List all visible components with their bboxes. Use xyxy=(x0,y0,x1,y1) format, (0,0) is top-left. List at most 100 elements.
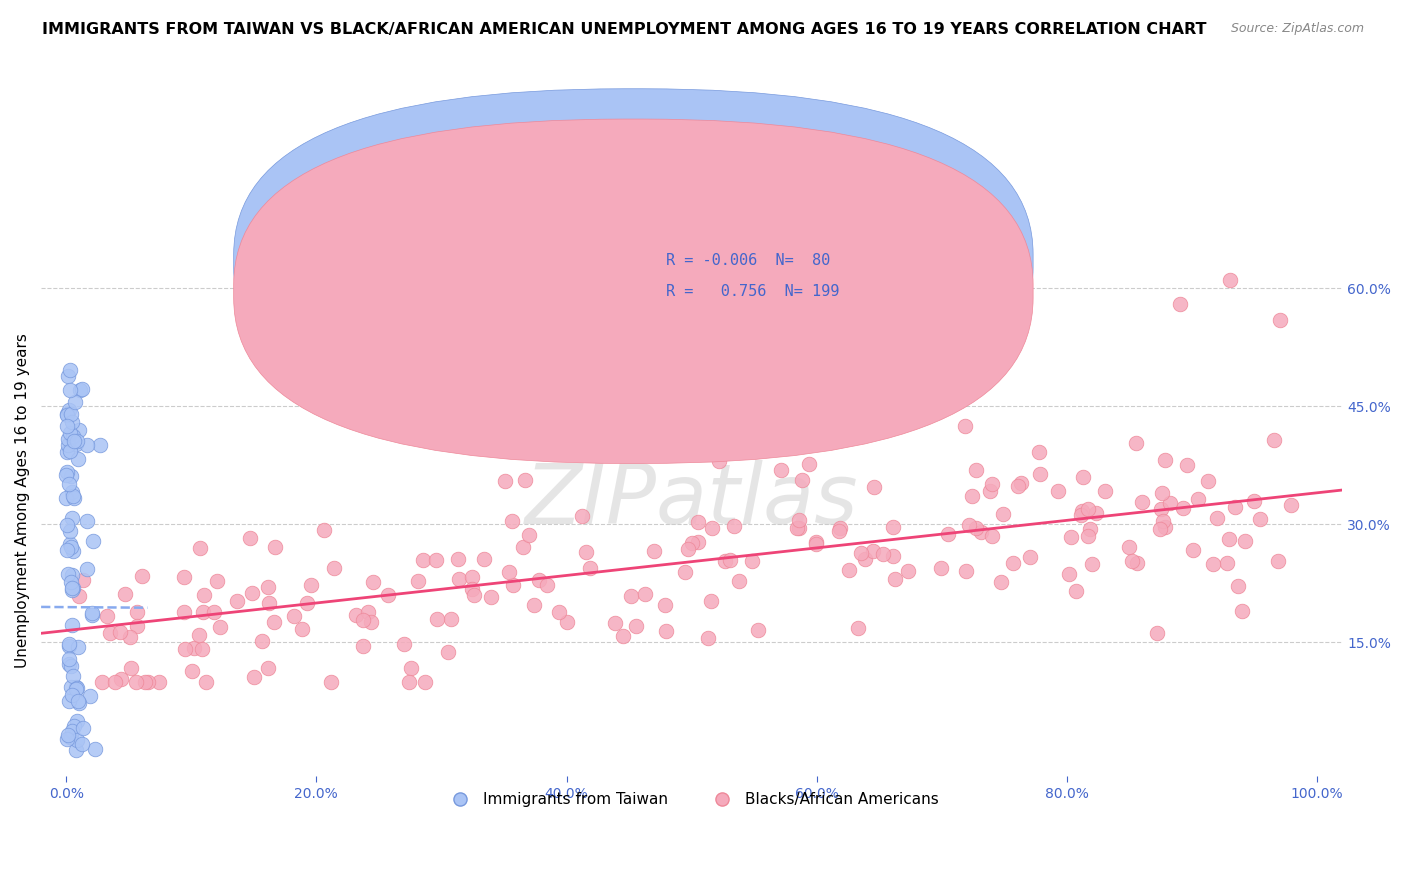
Point xyxy=(174,642,197,657)
Point xyxy=(136,674,159,689)
Point xyxy=(60,415,83,429)
Point xyxy=(58,728,80,742)
Point xyxy=(62,429,84,443)
Point xyxy=(312,523,335,537)
Point xyxy=(700,594,723,608)
Point xyxy=(323,560,346,574)
Point xyxy=(1230,604,1253,618)
Point xyxy=(344,607,367,622)
Point xyxy=(60,688,83,702)
Point xyxy=(398,674,420,689)
Point xyxy=(183,640,205,655)
Point xyxy=(747,623,769,637)
Point xyxy=(955,564,977,578)
Point xyxy=(76,438,98,452)
Point xyxy=(654,599,676,613)
Point xyxy=(1154,520,1177,534)
Point xyxy=(58,694,80,708)
Point xyxy=(449,572,471,586)
Point xyxy=(256,661,278,675)
Point xyxy=(66,640,89,654)
Point xyxy=(65,434,87,448)
Point xyxy=(769,463,792,477)
Point xyxy=(134,674,156,689)
Point xyxy=(208,620,231,634)
FancyBboxPatch shape xyxy=(588,236,965,318)
Point xyxy=(1215,556,1237,570)
Point xyxy=(501,514,523,528)
Point xyxy=(72,737,94,751)
Point xyxy=(626,619,648,633)
Point xyxy=(67,589,90,603)
Point xyxy=(114,587,136,601)
Point xyxy=(58,637,80,651)
Point xyxy=(440,612,463,626)
Point xyxy=(723,519,745,533)
Point xyxy=(855,552,877,566)
Point xyxy=(56,369,79,384)
Point xyxy=(575,545,598,559)
Point xyxy=(131,569,153,583)
Point xyxy=(63,719,86,733)
Point xyxy=(297,596,319,610)
Point xyxy=(148,674,170,689)
Point xyxy=(60,730,83,744)
Point xyxy=(603,615,626,630)
Point xyxy=(1219,273,1241,287)
FancyBboxPatch shape xyxy=(233,119,1033,464)
Point xyxy=(426,612,449,626)
Point xyxy=(1149,522,1171,536)
Point xyxy=(58,657,80,671)
Point xyxy=(65,437,87,451)
Point xyxy=(965,462,987,476)
Point xyxy=(883,572,905,586)
Point xyxy=(66,681,89,695)
Point xyxy=(1150,486,1173,500)
Point xyxy=(60,617,83,632)
Point xyxy=(125,674,148,689)
Point xyxy=(479,590,502,604)
Point xyxy=(513,473,536,487)
Point xyxy=(741,554,763,568)
Point xyxy=(472,551,495,566)
Point xyxy=(56,517,79,532)
Point xyxy=(1205,511,1227,525)
Point xyxy=(1243,494,1265,508)
Point xyxy=(58,403,80,417)
Point xyxy=(498,566,520,580)
Point xyxy=(58,476,80,491)
Point xyxy=(1070,503,1092,517)
Point xyxy=(1080,557,1102,571)
Point xyxy=(60,581,83,595)
Point xyxy=(1007,479,1029,493)
Point xyxy=(1019,549,1042,564)
Point xyxy=(797,457,820,471)
Point xyxy=(718,553,741,567)
Point xyxy=(714,554,737,568)
Point xyxy=(882,549,904,564)
Point xyxy=(89,438,111,452)
Point xyxy=(65,743,87,757)
Point xyxy=(125,619,148,633)
Point xyxy=(981,529,1004,543)
Point xyxy=(59,383,82,397)
Point xyxy=(56,445,79,459)
Point xyxy=(59,681,82,695)
Point xyxy=(862,544,884,558)
Point xyxy=(104,674,127,689)
Point xyxy=(863,480,886,494)
Point xyxy=(58,438,80,452)
Point xyxy=(291,622,314,636)
Point xyxy=(120,661,142,675)
Point xyxy=(1077,502,1099,516)
Point xyxy=(786,521,808,535)
Point xyxy=(612,629,634,643)
Point xyxy=(60,567,83,582)
Point xyxy=(361,575,384,590)
Point xyxy=(65,680,87,694)
Point xyxy=(180,664,202,678)
Point xyxy=(1066,584,1088,599)
Point xyxy=(263,615,285,629)
Point xyxy=(55,731,77,746)
Point xyxy=(849,546,872,560)
